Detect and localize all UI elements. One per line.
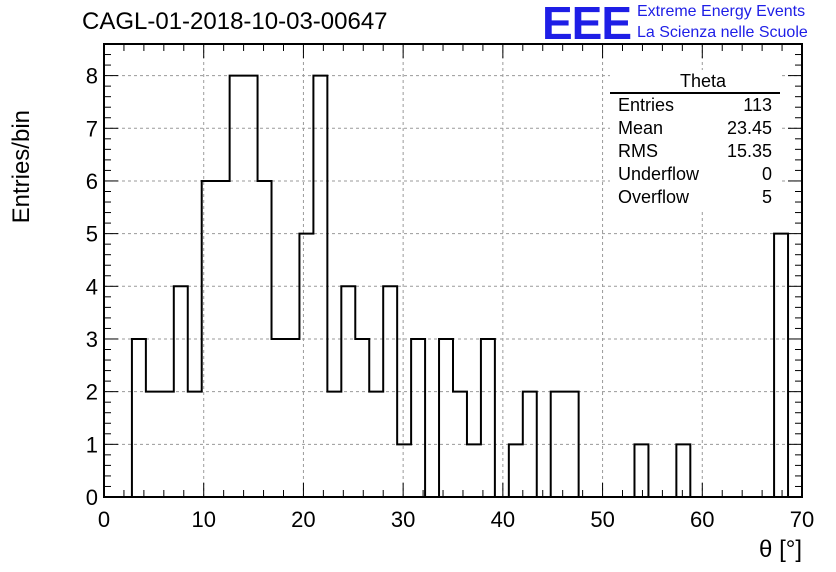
stats-label: RMS — [618, 141, 658, 161]
stats-row-mean: Mean 23.45 — [610, 117, 780, 140]
stats-value: 0 — [761, 164, 772, 184]
x-tick-label: 0 — [98, 507, 110, 532]
plot-frame — [103, 43, 803, 498]
y-tick-label: 4 — [86, 274, 98, 299]
eee-logo: EEE — [542, 0, 632, 49]
stats-value: 5 — [761, 187, 772, 207]
chart-title: CAGL-01-2018-10-03-00647 — [82, 8, 388, 35]
y-tick-label: 6 — [86, 169, 98, 194]
stats-value: 15.35 — [726, 141, 772, 161]
y-tick-label: 3 — [86, 327, 98, 352]
x-tick-label: 40 — [491, 507, 515, 532]
stats-row-overflow: Overflow 5 — [610, 186, 780, 209]
y-tick-label: 1 — [86, 432, 98, 457]
stats-row-rms: RMS 15.35 — [610, 140, 780, 163]
x-tick-label: 20 — [291, 507, 315, 532]
stats-label: Underflow — [618, 164, 700, 184]
x-axis-label: θ [°] — [759, 536, 802, 563]
logo-text-line2: La Scienza nelle Scuole — [637, 24, 808, 41]
x-tick-label: 60 — [690, 507, 714, 532]
x-tick-label: 50 — [590, 507, 614, 532]
stats-label: Mean — [618, 118, 664, 138]
y-tick-label: 7 — [86, 116, 98, 141]
x-tick-label: 10 — [191, 507, 215, 532]
axis-ticks — [103, 43, 803, 498]
y-axis-label: Entries/bin — [8, 110, 35, 224]
stats-label: Overflow — [618, 187, 690, 207]
stats-label: Entries — [618, 95, 675, 115]
stats-row-entries: Entries 113 — [610, 94, 780, 117]
stats-title: Theta — [610, 70, 780, 94]
x-tick-label: 30 — [391, 507, 415, 532]
stats-row-underflow: Underflow 0 — [610, 163, 780, 186]
x-tick-label: 70 — [790, 507, 814, 532]
logo-text-line1: Extreme Energy Events — [637, 3, 806, 20]
y-tick-label: 8 — [86, 64, 98, 89]
y-tick-label: 0 — [86, 485, 98, 510]
stats-box: Theta Entries 113 Mean 23.45 RMS 15.35 Unde… — [610, 70, 780, 209]
y-tick-label: 5 — [86, 222, 98, 247]
stats-value: 23.45 — [726, 118, 772, 138]
stats-value: 113 — [743, 95, 772, 115]
y-tick-label: 2 — [86, 380, 98, 405]
